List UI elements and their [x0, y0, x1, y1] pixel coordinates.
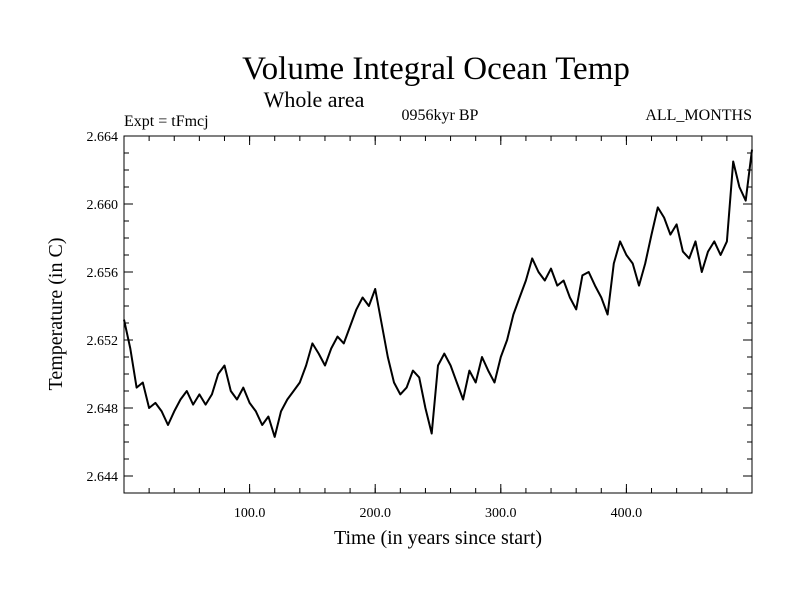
x-axis-label: Time (in years since start): [334, 527, 542, 549]
period-annotation: 0956kyr BP: [402, 107, 479, 124]
x-tick-label: 200.0: [359, 506, 391, 521]
y-tick-label: 2.652: [87, 334, 119, 349]
y-tick-label: 2.664: [87, 130, 119, 145]
temperature-series-line: [123, 149, 753, 438]
plot-frame: [123, 135, 753, 494]
y-tick-label: 2.644: [87, 470, 119, 485]
y-tick-label: 2.656: [87, 266, 119, 281]
y-tick-labels: 2.644 2.648 2.652 2.656 2.660 2.664: [87, 130, 119, 485]
axis-ticks: [124, 135, 752, 494]
x-tick-label: 400.0: [611, 506, 643, 521]
experiment-annotation: Expt = tFmcj: [124, 113, 209, 130]
y-tick-label: 2.660: [87, 198, 119, 213]
x-tick-labels: 100.0 200.0 300.0 400.0: [234, 506, 642, 521]
x-tick-label: 300.0: [485, 506, 517, 521]
y-axis-label: Temperature (in C): [45, 238, 67, 391]
chart-subtitle: Whole area: [264, 87, 365, 112]
y-tick-label: 2.648: [87, 402, 119, 417]
x-tick-label: 100.0: [234, 506, 266, 521]
chart-title: Volume Integral Ocean Temp: [242, 51, 630, 87]
months-annotation: ALL_MONTHS: [645, 107, 752, 124]
